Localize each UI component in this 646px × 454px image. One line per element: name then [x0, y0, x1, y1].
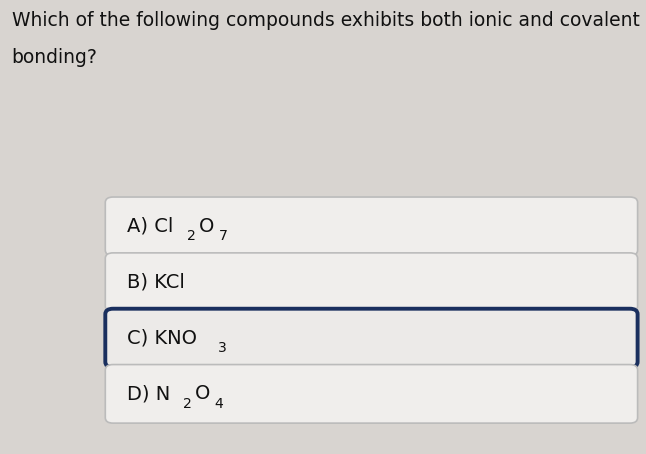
Text: 3: 3 [218, 341, 227, 355]
FancyBboxPatch shape [105, 197, 638, 256]
Text: bonding?: bonding? [12, 48, 98, 67]
Text: O: O [194, 385, 210, 403]
Text: C) KNO: C) KNO [127, 329, 197, 347]
Text: D) N: D) N [127, 385, 171, 403]
FancyBboxPatch shape [105, 309, 638, 367]
Text: A) Cl: A) Cl [127, 217, 174, 236]
Text: O: O [198, 217, 214, 236]
FancyBboxPatch shape [105, 365, 638, 423]
Text: B) KCl: B) KCl [127, 273, 185, 291]
Text: 7: 7 [218, 229, 227, 243]
Text: 2: 2 [187, 229, 196, 243]
FancyBboxPatch shape [105, 253, 638, 311]
Text: Which of the following compounds exhibits both ionic and covalent (molecular): Which of the following compounds exhibit… [12, 11, 646, 30]
Text: 4: 4 [214, 397, 224, 411]
Text: 2: 2 [183, 397, 192, 411]
